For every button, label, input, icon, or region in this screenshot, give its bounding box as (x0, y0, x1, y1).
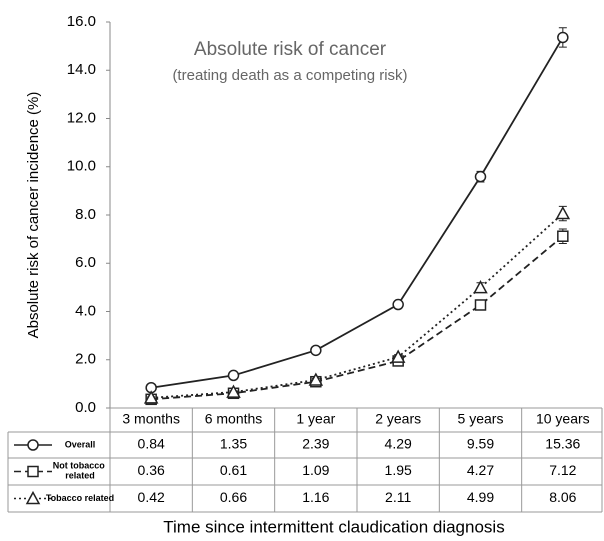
y-tick-label: 6.0 (75, 254, 96, 271)
legend-marker (27, 465, 39, 478)
y-tick-label: 8.0 (75, 206, 96, 223)
y-tick-label: 10.0 (67, 158, 96, 175)
x-tick-label: 3 months (122, 411, 180, 427)
data-point (310, 344, 322, 357)
legend-label: Not tobacco related (53, 461, 108, 481)
data-point (392, 298, 404, 311)
table-value: 1.09 (302, 462, 329, 478)
table-value: 7.12 (549, 462, 576, 478)
table-value: 0.42 (138, 489, 165, 505)
series-line (151, 36, 564, 389)
annotation: Absolute risk of cancer (194, 39, 387, 60)
y-axis-label: Absolute risk of cancer incidence (%) (25, 92, 42, 339)
table-value: 15.36 (545, 436, 580, 452)
y-tick-label: 2.0 (75, 351, 96, 368)
data-point (557, 31, 569, 44)
table-value: 0.36 (138, 462, 165, 478)
data-point (474, 299, 487, 311)
data-point (226, 384, 241, 398)
y-tick-label: 16.0 (67, 13, 96, 30)
y-tick-label: 12.0 (67, 109, 96, 126)
table-value: 8.06 (549, 489, 576, 505)
table-value: 0.61 (220, 462, 247, 478)
data-point (143, 390, 159, 404)
x-tick-label: 5 years (458, 411, 504, 427)
y-tick-label: 14.0 (67, 61, 96, 78)
table-value: 4.29 (385, 436, 412, 452)
x-tick-label: 2 years (375, 411, 421, 427)
x-axis-label: Time since intermittent claudication dia… (163, 517, 504, 536)
series-line (151, 212, 564, 399)
table-value: 0.66 (220, 489, 247, 505)
table-value: 1.95 (385, 462, 412, 478)
x-tick-label: 1 year (296, 411, 335, 427)
legend-label: Tobacco related (46, 493, 114, 503)
series-line (151, 235, 564, 401)
table-value: 9.59 (467, 436, 494, 452)
table-value: 2.39 (302, 436, 329, 452)
table-value: 1.16 (302, 489, 329, 505)
data-point (308, 372, 324, 386)
data-point (473, 280, 488, 294)
data-point (555, 205, 571, 220)
table-value: 4.99 (467, 489, 494, 505)
data-point (227, 369, 240, 382)
table-value: 0.84 (138, 436, 165, 452)
data-point (390, 349, 406, 363)
legend-label: Overall (65, 439, 96, 449)
legend-marker (27, 439, 39, 451)
annotation: (treating death as a competing risk) (172, 67, 407, 84)
y-tick-label: 0.0 (75, 399, 96, 416)
y-tick-label: 4.0 (75, 302, 96, 319)
table-value: 4.27 (467, 462, 494, 478)
legend-marker (25, 490, 41, 505)
data-point (474, 170, 487, 183)
data-point (557, 230, 569, 242)
table-value: 1.35 (220, 436, 247, 452)
x-tick-label: 6 months (205, 411, 263, 427)
table-value: 2.11 (385, 489, 411, 505)
x-tick-label: 10 years (536, 411, 590, 427)
